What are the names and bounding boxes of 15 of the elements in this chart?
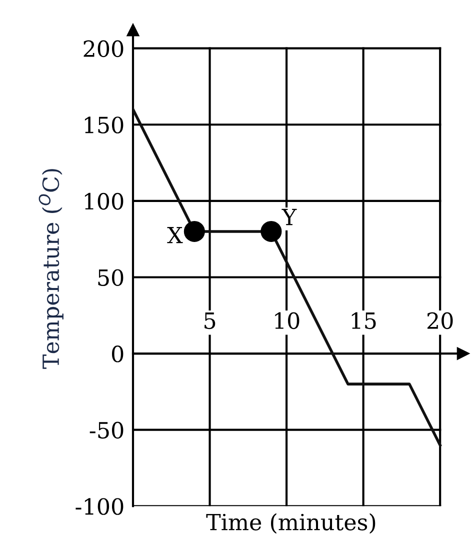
y-axis-title: Temperature ($^{O}$C) — [38, 169, 64, 369]
y-tick-label: 0 — [112, 345, 124, 362]
x-tick-label: 5 — [204, 312, 216, 330]
annotation: X — [167, 226, 183, 244]
y-tick-label: -100 — [76, 498, 124, 515]
y-tick-label: -50 — [90, 422, 124, 439]
annotation: Y — [282, 208, 297, 226]
x-tick-label: 20 — [427, 312, 453, 330]
x-tick-label: 15 — [352, 312, 376, 330]
x-axis-title: Time (minutes) — [206, 513, 376, 534]
y-tick-label: 200 — [84, 40, 124, 58]
y-tick-label: 150 — [84, 116, 124, 134]
x-tick-label: 10 — [275, 312, 300, 330]
y-tick-label: 50 — [98, 269, 124, 286]
y-tick-label: 100 — [84, 192, 124, 210]
